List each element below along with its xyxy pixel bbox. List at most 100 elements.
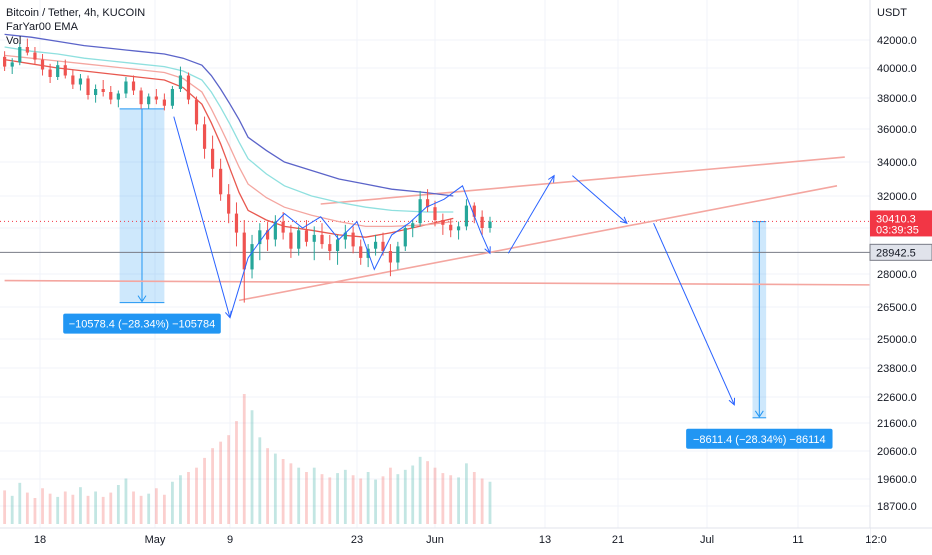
volume-bar [219, 441, 223, 524]
candle-body [219, 168, 223, 195]
chart-legend: Bitcoin / Tether, 4h, KUCOIN FarYar00 EM… [6, 6, 145, 48]
candle-body [289, 232, 293, 249]
candle-body [10, 62, 14, 67]
volume-bar [203, 457, 206, 524]
volume-bar [139, 495, 143, 524]
volume-bar [18, 482, 22, 524]
volume-bar [48, 493, 52, 524]
volume-bar [480, 478, 484, 524]
volume-bar [154, 488, 158, 524]
volume-bar [289, 463, 293, 524]
candle-body [86, 78, 90, 95]
time-tick-label: 9 [227, 534, 233, 546]
candle-body [234, 213, 239, 233]
volume-bar [305, 472, 308, 524]
projection-arrow[interactable] [173, 116, 231, 318]
volume-bar [312, 467, 316, 524]
volume-bar [465, 463, 468, 524]
currency-label: USDT [877, 7, 907, 19]
volume-bar [457, 477, 460, 524]
volume-bar [3, 490, 7, 524]
candle-body [418, 199, 422, 224]
legend-volume: Vol [6, 35, 22, 47]
volume-bar [171, 481, 174, 524]
candle-body [71, 75, 75, 85]
projection-arrow[interactable] [572, 175, 628, 224]
time-axis-bg [0, 528, 870, 550]
trend-line[interactable] [4, 279, 892, 286]
candle-body [210, 148, 215, 169]
ema-lines [4, 33, 454, 238]
price-axis: USDT 18700.0 19600.0 20600.0 21600.0 22600.0 2… [869, 0, 932, 550]
volume-bar [227, 435, 231, 524]
candle-body [480, 216, 484, 228]
candle-body [154, 96, 158, 100]
price-tick-label: 18700.0 [877, 501, 917, 513]
candles [3, 38, 492, 303]
candle-body [25, 47, 29, 53]
projection-arrow[interactable] [507, 175, 555, 254]
volume-bar [281, 459, 285, 524]
time-tick-label: 12:0 [865, 534, 886, 546]
candle-body [194, 99, 199, 125]
time-tick-label: 23 [351, 534, 363, 546]
candle-body [441, 220, 445, 225]
candle-body [124, 81, 128, 94]
volume-bar [187, 472, 190, 524]
candle-body [359, 246, 363, 258]
volume-bar [101, 496, 105, 524]
volume-bar [359, 478, 363, 524]
volume-bar [124, 478, 128, 524]
volume-bars [3, 394, 492, 524]
volume-bar [109, 492, 113, 524]
price-tick-label: 36000.0 [877, 124, 917, 136]
candle-body [312, 234, 316, 242]
volume-bar [389, 467, 392, 524]
time-tick-label: Jul [700, 534, 714, 546]
candle-body [373, 241, 378, 249]
volume-bar [132, 491, 135, 524]
trend-lines [4, 156, 892, 302]
projection-arrow[interactable] [229, 185, 491, 318]
volume-bar [381, 476, 385, 524]
candle-body [242, 232, 246, 270]
volume-bar [79, 487, 82, 524]
trend-line[interactable] [238, 185, 838, 302]
candle-body [258, 230, 262, 245]
price-tick-label: 28000.0 [877, 269, 917, 281]
volume-bar [441, 473, 445, 524]
candle-body [170, 89, 175, 106]
projection-arrow-head [728, 397, 736, 406]
candle-body [472, 205, 476, 217]
candle-body [162, 99, 166, 106]
time-tick-label: 13 [539, 534, 551, 546]
ema-line-ema_slow [4, 46, 454, 213]
volume-bar [116, 485, 120, 524]
time-tick-label: May [145, 534, 166, 546]
measure-label-text: −10578.4 (−28.34%) −105784 [69, 319, 216, 331]
candle-body [265, 230, 270, 240]
volume-bar [94, 491, 98, 524]
price-tick-label: 22600.0 [877, 392, 917, 404]
measure-arrow-head [754, 410, 764, 418]
volume-bar [374, 479, 377, 524]
current-price-badge [870, 210, 932, 237]
projection-arrow[interactable] [653, 222, 735, 406]
candle-body [273, 221, 277, 240]
volume-bar [266, 448, 269, 524]
time-axis: 18 May 9 23 Jun 13 21 Jul 11 12:0 [0, 527, 932, 550]
volume-bar [320, 474, 324, 524]
trend-line[interactable] [320, 156, 845, 205]
candle-body [18, 47, 22, 63]
volume-bar [433, 467, 437, 524]
volume-bar [56, 496, 60, 524]
candle-body [464, 205, 469, 227]
volume-bar [488, 481, 492, 524]
grid-lines [0, 0, 877, 528]
candle-body [33, 52, 37, 60]
price-tick-label: 42000.0 [877, 35, 917, 47]
volume-bar [418, 456, 422, 524]
candle-body [3, 56, 7, 67]
